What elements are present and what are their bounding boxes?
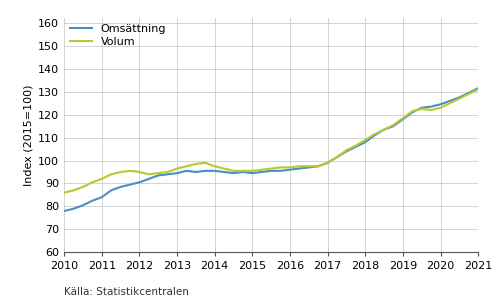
Volum: [61, 191, 67, 195]
Volum: [353, 144, 359, 147]
Omsättning: [362, 140, 368, 144]
Text: Källa: Statistikcentralen: Källa: Statistikcentralen: [64, 287, 189, 297]
Volum: [485, 86, 491, 90]
Omsättning: [70, 207, 76, 211]
Legend: Omsättning, Volum: Omsättning, Volum: [70, 24, 166, 47]
Omsättning: [325, 161, 331, 165]
Volum: [240, 169, 246, 173]
Omsättning: [108, 188, 114, 192]
Volum: [334, 155, 340, 159]
Omsättning: [278, 169, 283, 173]
Omsättning: [99, 195, 105, 199]
Omsättning: [390, 124, 396, 128]
Volum: [296, 164, 302, 168]
Volum: [409, 109, 415, 113]
Omsättning: [457, 95, 462, 99]
Omsättning: [400, 117, 406, 121]
Volum: [211, 164, 217, 168]
Omsättning: [155, 174, 161, 177]
Omsättning: [249, 171, 255, 175]
Omsättning: [334, 155, 340, 159]
Volum: [202, 161, 208, 165]
Volum: [183, 164, 189, 168]
Omsättning: [146, 177, 152, 181]
Volum: [381, 128, 387, 131]
Line: Volum: Volum: [64, 88, 493, 193]
Omsättning: [174, 171, 180, 175]
Volum: [400, 116, 406, 120]
Volum: [278, 166, 283, 169]
Volum: [99, 177, 105, 181]
Volum: [221, 167, 227, 170]
Volum: [457, 97, 462, 100]
Omsättning: [344, 150, 350, 153]
Omsättning: [80, 203, 86, 207]
Volum: [146, 172, 152, 176]
Volum: [306, 164, 312, 168]
Omsättning: [137, 181, 142, 184]
Omsättning: [202, 169, 208, 173]
Omsättning: [485, 83, 491, 87]
Omsättning: [428, 105, 434, 109]
Omsättning: [165, 172, 171, 176]
Omsättning: [61, 209, 67, 213]
Volum: [362, 138, 368, 142]
Omsättning: [231, 171, 237, 175]
Volum: [475, 88, 481, 91]
Omsättning: [372, 133, 378, 137]
Volum: [315, 164, 321, 168]
Omsättning: [409, 111, 415, 114]
Volum: [428, 108, 434, 112]
Omsättning: [221, 170, 227, 174]
Omsättning: [127, 183, 133, 186]
Volum: [231, 169, 237, 173]
Volum: [108, 172, 114, 176]
Volum: [118, 170, 124, 174]
Volum: [438, 106, 444, 109]
Omsättning: [296, 167, 302, 170]
Volum: [268, 167, 274, 170]
Omsättning: [438, 102, 444, 106]
Omsättning: [475, 86, 481, 90]
Volum: [344, 148, 350, 152]
Omsättning: [240, 170, 246, 174]
Volum: [259, 168, 265, 171]
Omsättning: [259, 170, 265, 174]
Volum: [70, 188, 76, 192]
Y-axis label: Index (2015=100): Index (2015=100): [24, 85, 34, 186]
Omsättning: [211, 169, 217, 173]
Volum: [193, 162, 199, 166]
Omsättning: [89, 199, 95, 202]
Omsättning: [315, 164, 321, 168]
Omsättning: [419, 106, 424, 109]
Omsättning: [353, 145, 359, 149]
Omsättning: [193, 170, 199, 174]
Volum: [419, 107, 424, 111]
Volum: [127, 169, 133, 173]
Volum: [466, 92, 472, 96]
Omsättning: [287, 168, 293, 171]
Volum: [287, 166, 293, 169]
Volum: [174, 167, 180, 170]
Volum: [155, 171, 161, 175]
Volum: [89, 181, 95, 184]
Omsättning: [306, 166, 312, 169]
Omsättning: [118, 185, 124, 189]
Omsättning: [183, 169, 189, 173]
Omsättning: [381, 128, 387, 131]
Omsättning: [447, 99, 453, 103]
Volum: [447, 101, 453, 105]
Volum: [137, 170, 142, 174]
Omsättning: [268, 169, 274, 173]
Line: Omsättning: Omsättning: [64, 81, 493, 211]
Volum: [165, 170, 171, 174]
Volum: [325, 161, 331, 165]
Volum: [390, 123, 396, 127]
Volum: [249, 169, 255, 173]
Omsättning: [466, 91, 472, 95]
Volum: [372, 132, 378, 136]
Volum: [80, 185, 86, 189]
